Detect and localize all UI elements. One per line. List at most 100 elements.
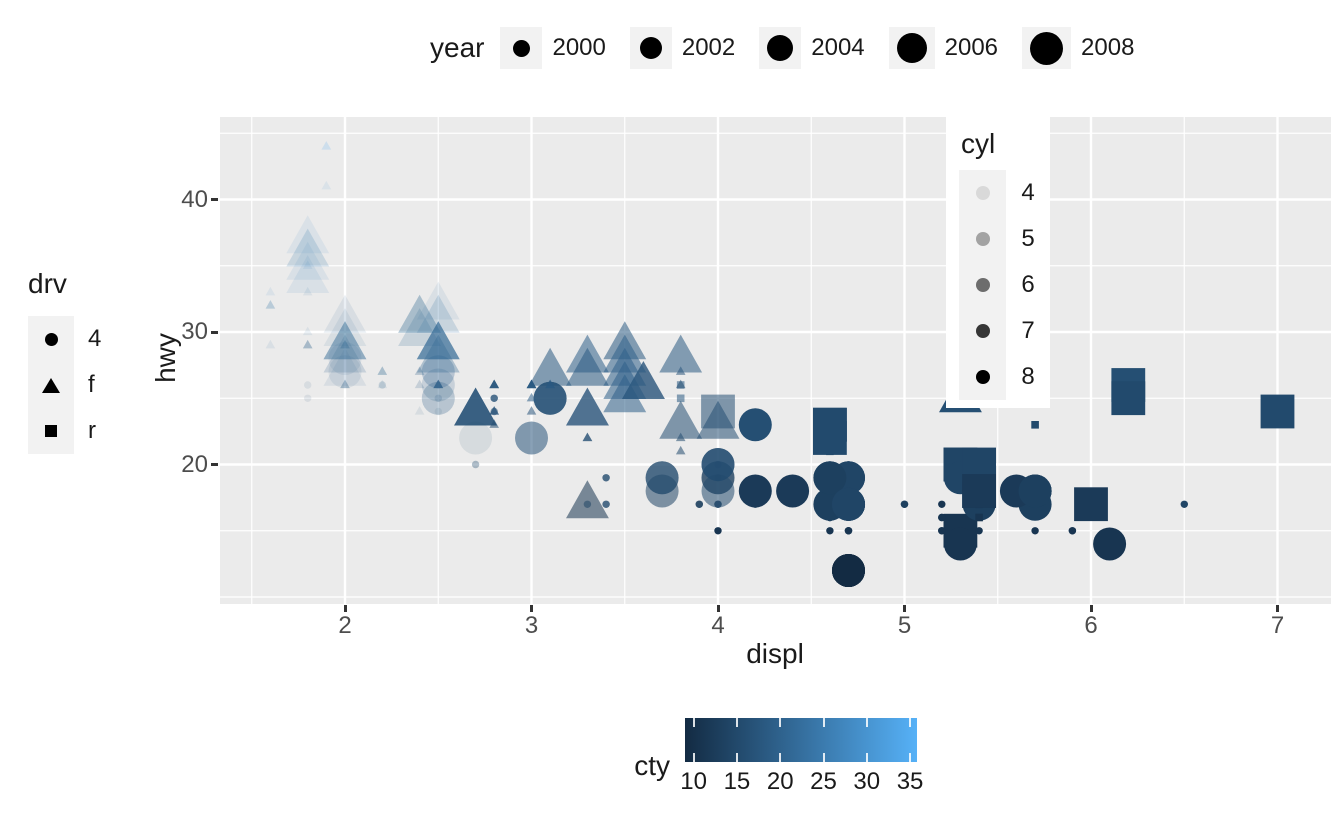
data-point (975, 513, 983, 522)
data-point (471, 460, 480, 469)
x-tick-mark (1276, 605, 1279, 612)
alpha-dot-icon (975, 324, 990, 338)
data-point (459, 421, 493, 455)
data-point (321, 141, 332, 150)
x-tick-mark (343, 605, 347, 612)
data-point (302, 286, 313, 296)
data-point (286, 241, 330, 280)
data-point (471, 460, 480, 469)
data-point (421, 368, 455, 402)
data-point (414, 379, 425, 389)
data-point (302, 339, 313, 349)
data-point (265, 339, 276, 349)
data-point (416, 321, 460, 360)
data-point (471, 460, 480, 469)
circle-shape-icon (44, 332, 58, 346)
data-point (328, 355, 362, 389)
data-point (286, 215, 330, 254)
plot-panel (220, 117, 1331, 604)
data-point (340, 379, 350, 389)
data-point (533, 381, 567, 415)
data-point (1031, 527, 1039, 535)
y-tick-mark (211, 463, 218, 466)
alpha-dot-icon (975, 278, 990, 292)
data-point (489, 379, 499, 389)
cty-tick-label: 35 (896, 768, 924, 795)
data-point (398, 308, 441, 346)
drv-legend-item: 4 (28, 316, 101, 362)
data-point (377, 379, 388, 389)
data-point (377, 366, 388, 375)
data-point (323, 321, 367, 360)
data-point (416, 294, 460, 333)
cyl-legend-label: 7 (1021, 317, 1035, 344)
drv-legend-label: f (88, 371, 95, 398)
cyl-alpha-legend: cyl 4 5 6 7 8 (946, 112, 1050, 408)
data-point (286, 228, 330, 267)
data-point (323, 321, 367, 360)
y-axis-title: hwy (150, 333, 181, 383)
data-point (328, 342, 362, 375)
alpha-dot-icon (975, 232, 990, 246)
legend-key-box (959, 354, 1006, 400)
legend-key-box (759, 27, 802, 69)
data-point (938, 500, 946, 508)
legend-key-box (959, 216, 1006, 262)
data-point (1068, 527, 1077, 535)
cyl-legend-item: 7 (959, 308, 1050, 354)
data-point (416, 321, 460, 360)
data-point (1074, 487, 1108, 522)
colorbar-tick-mark (865, 753, 868, 762)
data-point (416, 321, 460, 360)
y-tick-label: 30 (181, 318, 208, 345)
data-point (434, 394, 442, 402)
drv-legend-title: drv (28, 268, 67, 299)
square-shape-icon (45, 425, 57, 437)
drv-legend-label: 4 (88, 325, 102, 352)
data-point (1260, 394, 1295, 429)
data-point (1093, 527, 1127, 561)
data-point (323, 321, 367, 360)
data-point (813, 461, 847, 495)
data-point (377, 366, 388, 375)
data-point (398, 294, 441, 333)
data-point (265, 300, 276, 309)
x-axis-title: displ (746, 638, 804, 669)
data-point (602, 500, 610, 508)
size-dot-icon (896, 33, 927, 63)
x-tick-label: 6 (1084, 612, 1098, 639)
data-point (323, 321, 367, 360)
data-point (1180, 500, 1188, 508)
data-point (340, 339, 350, 349)
x-tick-label: 4 (711, 612, 725, 639)
data-point (434, 394, 442, 402)
data-point (377, 366, 388, 375)
data-point (414, 406, 425, 415)
size-dot-icon (1030, 31, 1064, 65)
year-legend-label: 2000 (552, 34, 606, 61)
data-point (302, 339, 313, 349)
data-point (1031, 421, 1039, 429)
data-point (416, 281, 460, 320)
data-point (434, 381, 442, 389)
data-point (398, 294, 441, 333)
data-point (323, 294, 367, 333)
data-point (602, 474, 610, 482)
data-point (566, 387, 609, 426)
data-point (286, 228, 330, 267)
data-point (433, 379, 444, 389)
cyl-legend-label: 6 (1021, 271, 1035, 298)
colorbar-tick-mark (692, 718, 695, 727)
data-point (975, 527, 983, 535)
data-point (701, 448, 735, 481)
x-tick-label: 7 (1270, 612, 1285, 639)
colorbar-tick-mark (909, 753, 912, 762)
data-point (421, 381, 455, 415)
y-tick-mark (211, 198, 218, 201)
colorbar-tick-mark (909, 718, 912, 727)
colorbar-tick-mark (779, 718, 782, 727)
year-legend-item: 2002 (629, 27, 735, 69)
data-point (603, 374, 647, 413)
colorbar-tick-mark (735, 718, 738, 727)
